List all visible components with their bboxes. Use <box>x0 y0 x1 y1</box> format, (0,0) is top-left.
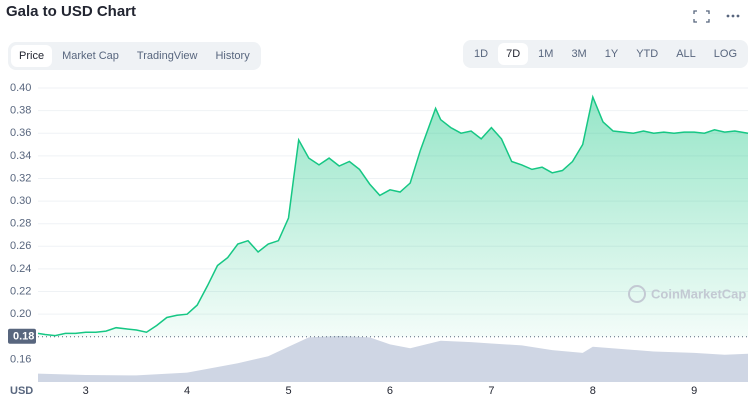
tab-button[interactable]: Market Cap <box>54 45 127 67</box>
x-tick-label: 4 <box>184 385 190 397</box>
y-tick-label: 0.18 <box>13 331 34 343</box>
x-tick-label: 3 <box>83 385 89 397</box>
y-tick-label: 0.40 <box>10 82 31 94</box>
price-area <box>38 97 748 337</box>
range-button[interactable]: 7D <box>498 43 529 65</box>
title: Gala to USD Chart <box>6 3 137 20</box>
y-tick-label: 0.30 <box>10 195 31 207</box>
volume-area <box>38 336 748 382</box>
y-tick-label: 0.16 <box>10 353 31 365</box>
x-tick-label: 9 <box>691 385 697 397</box>
y-tick-label: 0.26 <box>10 240 31 252</box>
tab-group: Price Market Cap TradingView History <box>8 42 261 70</box>
range-button[interactable]: LOG <box>706 43 745 65</box>
y-tick-label: 0.28 <box>10 218 31 230</box>
y-axis-label: USD <box>10 385 33 397</box>
price-line <box>37 94 749 337</box>
y-tick-label: 0.22 <box>10 285 31 297</box>
range-group: 1D 7D 1M 3M 1Y YTD ALL LOG <box>463 40 748 68</box>
range-button[interactable]: 1Y <box>597 43 626 65</box>
x-tick-label: 7 <box>488 385 494 397</box>
range-button[interactable]: 1M <box>530 43 561 65</box>
x-tick-label: 5 <box>285 385 291 397</box>
expand-icon[interactable] <box>693 10 710 23</box>
tab-button[interactable]: Price <box>11 45 53 67</box>
range-button[interactable]: 3M <box>563 43 594 65</box>
x-tick-label: 6 <box>387 385 393 397</box>
baseline-label-box <box>8 328 36 344</box>
watermark: CoinMarketCap <box>651 286 746 301</box>
y-tick-label: 0.32 <box>10 172 31 184</box>
range-button[interactable]: 1D <box>466 43 496 65</box>
range-button[interactable]: ALL <box>668 43 704 65</box>
watermark-logo <box>628 285 646 303</box>
tab-button[interactable]: History <box>207 45 257 67</box>
y-tick-label: 0.20 <box>10 308 31 320</box>
y-tick-label: 0.24 <box>10 263 31 275</box>
y-tick-label: 0.38 <box>10 105 31 117</box>
x-tick-label: 8 <box>590 385 596 397</box>
y-tick-label: 0.34 <box>10 150 31 162</box>
y-tick-label: 0.36 <box>10 127 31 139</box>
more-icon[interactable] <box>726 14 740 18</box>
range-button[interactable]: YTD <box>628 43 666 65</box>
tab-button[interactable]: TradingView <box>129 45 206 67</box>
